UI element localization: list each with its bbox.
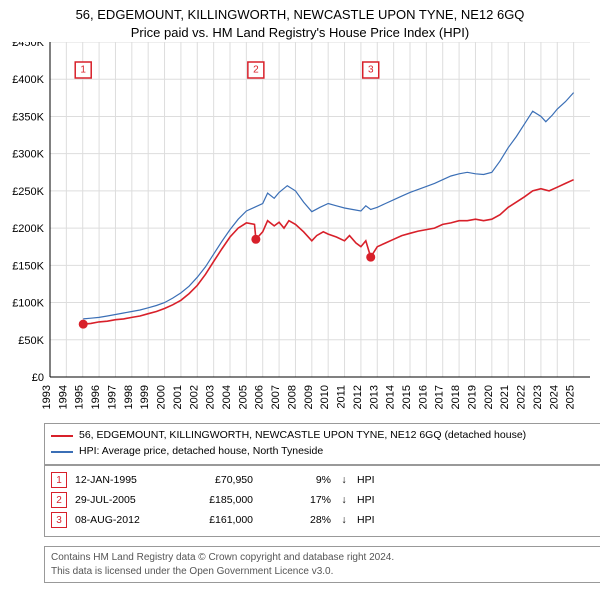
x-tick-label: 2018 xyxy=(450,385,462,409)
x-tick-label: 2009 xyxy=(303,385,315,409)
legend-label: HPI: Average price, detached house, Nort… xyxy=(79,444,323,460)
x-tick-label: 2020 xyxy=(483,385,495,409)
sale-date: 12-JAN-1995 xyxy=(75,474,165,486)
y-tick-label: £200K xyxy=(12,223,44,235)
x-tick-label: 2011 xyxy=(336,385,348,409)
x-tick-label: 1993 xyxy=(41,385,53,409)
sale-hpi-label: HPI xyxy=(357,494,387,506)
sale-dot-2 xyxy=(251,235,260,244)
legend-swatch xyxy=(51,451,73,453)
title-line2: Price paid vs. HM Land Registry's House … xyxy=(0,24,600,42)
x-tick-label: 1997 xyxy=(106,385,118,409)
y-tick-label: £50K xyxy=(18,335,44,347)
x-tick-label: 2014 xyxy=(385,385,397,409)
sale-hpi-label: HPI xyxy=(357,474,387,486)
x-tick-label: 2021 xyxy=(499,385,511,409)
sale-date: 29-JUL-2005 xyxy=(75,494,165,506)
sale-price: £161,000 xyxy=(173,514,253,526)
x-tick-label: 2016 xyxy=(417,385,429,409)
y-tick-label: £450K xyxy=(12,42,44,49)
title-line1: 56, EDGEMOUNT, KILLINGWORTH, NEWCASTLE U… xyxy=(0,6,600,24)
attribution-line2: This data is licensed under the Open Gov… xyxy=(51,565,599,579)
down-arrow-icon: ↓ xyxy=(339,494,349,506)
sale-row: 2 29-JUL-2005 £185,000 17% ↓ HPI xyxy=(51,492,599,508)
y-tick-label: £100K xyxy=(12,298,44,310)
sale-row-marker: 1 xyxy=(51,472,67,488)
sale-date: 08-AUG-2012 xyxy=(75,514,165,526)
chart-container: £0 £50K £100K £150K £200K £250K £300K £350K £400… xyxy=(0,42,600,420)
sale-dot-1 xyxy=(79,320,88,329)
sale-row: 1 12-JAN-1995 £70,950 9% ↓ HPI xyxy=(51,472,599,488)
legend-item: HPI: Average price, detached house, Nort… xyxy=(51,444,599,460)
x-tick-label: 2013 xyxy=(368,385,380,409)
x-tick-label: 2003 xyxy=(205,385,217,409)
legend-label: 56, EDGEMOUNT, KILLINGWORTH, NEWCASTLE U… xyxy=(79,428,526,444)
y-tick-label: £0 xyxy=(32,372,44,384)
x-tick-label: 2000 xyxy=(156,385,168,409)
sale-row: 3 08-AUG-2012 £161,000 28% ↓ HPI xyxy=(51,512,599,528)
legend-swatch xyxy=(51,435,73,437)
y-tick-label: £400K xyxy=(12,75,44,87)
x-tick-label: 1996 xyxy=(90,385,102,409)
x-tick-label: 1995 xyxy=(74,385,86,409)
sale-marker-label-1: 1 xyxy=(80,65,86,76)
down-arrow-icon: ↓ xyxy=(339,474,349,486)
sale-hpi-label: HPI xyxy=(357,514,387,526)
sale-row-marker: 2 xyxy=(51,492,67,508)
y-tick-label: £150K xyxy=(12,261,44,273)
x-tick-label: 2004 xyxy=(221,385,233,409)
x-tick-label: 2015 xyxy=(401,385,413,409)
x-tick-label: 1994 xyxy=(57,385,69,409)
x-tick-label: 2005 xyxy=(237,385,249,409)
y-tick-label: £350K xyxy=(12,112,44,124)
sale-marker-label-2: 2 xyxy=(253,65,259,76)
sale-price: £185,000 xyxy=(173,494,253,506)
x-tick-label: 2025 xyxy=(565,385,577,409)
sales-table: 1 12-JAN-1995 £70,950 9% ↓ HPI 2 29-JUL-2005 £18… xyxy=(44,465,600,537)
x-tick-label: 2007 xyxy=(270,385,282,409)
attribution: Contains HM Land Registry data © Crown c… xyxy=(44,546,600,583)
sale-diff: 9% xyxy=(261,474,331,486)
sale-diff: 28% xyxy=(261,514,331,526)
attribution-line1: Contains HM Land Registry data © Crown c… xyxy=(51,551,599,565)
legend: 56, EDGEMOUNT, KILLINGWORTH, NEWCASTLE U… xyxy=(44,423,600,465)
sale-row-marker: 3 xyxy=(51,512,67,528)
y-tick-label: £250K xyxy=(12,186,44,198)
x-tick-label: 2001 xyxy=(172,385,184,409)
x-tick-label: 2002 xyxy=(188,385,200,409)
x-tick-label: 2022 xyxy=(516,385,528,409)
x-tick-label: 2012 xyxy=(352,385,364,409)
x-tick-label: 2023 xyxy=(532,385,544,409)
sale-dot-3 xyxy=(366,253,375,262)
legend-item: 56, EDGEMOUNT, KILLINGWORTH, NEWCASTLE U… xyxy=(51,428,599,444)
x-tick-label: 2024 xyxy=(548,385,560,409)
price-chart: £0 £50K £100K £150K £200K £250K £300K £350K £400… xyxy=(0,42,600,420)
sale-diff: 17% xyxy=(261,494,331,506)
y-tick-label: £300K xyxy=(12,149,44,161)
sale-price: £70,950 xyxy=(173,474,253,486)
x-tick-label: 2019 xyxy=(466,385,478,409)
x-tick-label: 1999 xyxy=(139,385,151,409)
x-tick-label: 2010 xyxy=(319,385,331,409)
x-tick-label: 1998 xyxy=(123,385,135,409)
sale-marker-label-3: 3 xyxy=(368,65,374,76)
x-tick-label: 2008 xyxy=(286,385,298,409)
x-tick-label: 2017 xyxy=(434,385,446,409)
down-arrow-icon: ↓ xyxy=(339,514,349,526)
x-tick-label: 2006 xyxy=(254,385,266,409)
